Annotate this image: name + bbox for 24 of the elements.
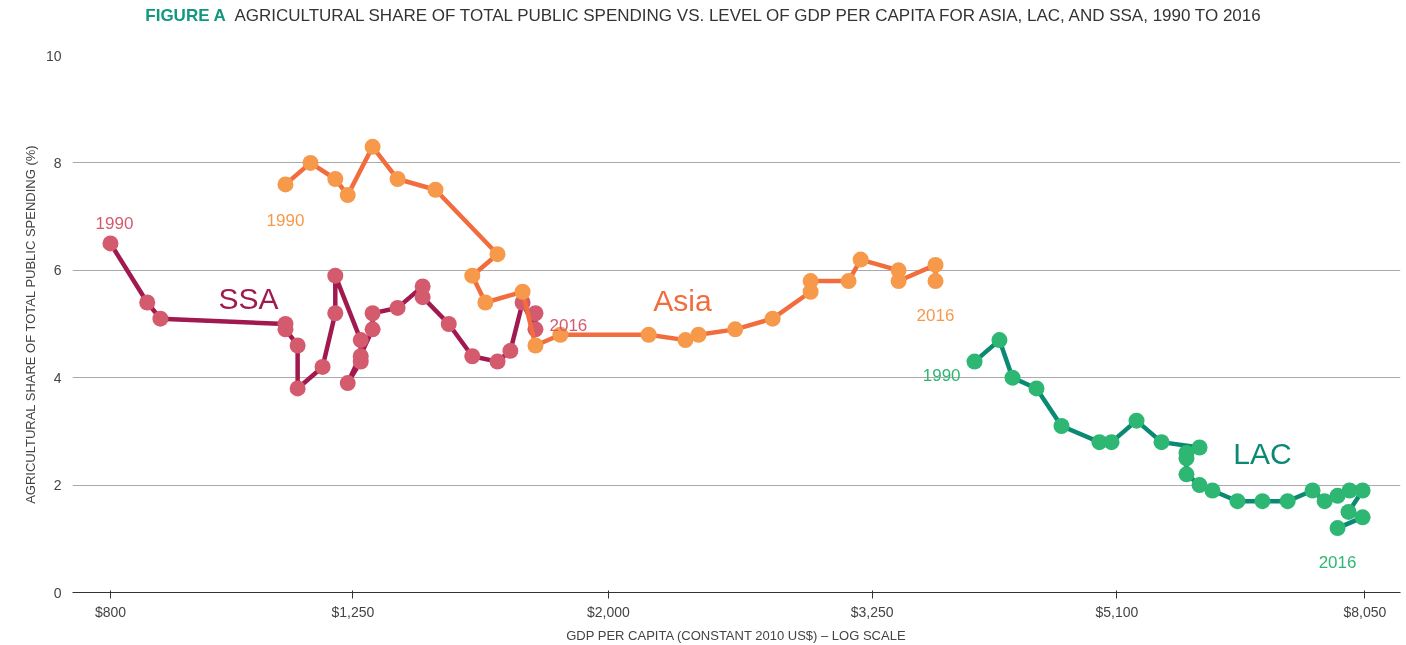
series-label: LAC: [1233, 436, 1292, 470]
annotation: 1990: [922, 365, 961, 385]
annotation: 2016: [1318, 553, 1357, 573]
x-tick-label: $8,050: [1343, 603, 1387, 620]
y-tick-label: 4: [53, 369, 62, 386]
x-axis-title: GDP PER CAPITA (CONSTANT 2010 US$) – LOG SCALE: [566, 627, 906, 643]
y-tick-label: 2: [53, 477, 62, 494]
y-tick-label: 0: [53, 584, 62, 601]
x-tick-label: $800: [94, 603, 127, 620]
x-tick-label: $5,100: [1095, 603, 1139, 620]
annotation: 2016: [916, 306, 955, 326]
x-tick-label: $2,000: [586, 603, 630, 620]
annotation: 1990: [95, 214, 134, 234]
y-axis-title: AGRICULTURAL SHARE OF TOTAL PUBLIC SPENDING (%): [22, 145, 38, 504]
chart-title: FIGURE A AGRICULTURAL SHARE OF TOTAL PUBLIC SPENDING VS. LEVEL OF GDP PER CAPITA FOR ASIA, LAC, AND SSA, 1990 TO 2016: [144, 5, 1262, 27]
y-tick-label: 6: [53, 262, 62, 279]
series-label: SSA: [218, 282, 279, 316]
annotation: 2016: [549, 316, 588, 336]
y-tick-label: 10: [45, 47, 62, 64]
x-tick-label: $3,250: [850, 603, 894, 620]
series-label: Asia: [653, 283, 712, 317]
y-tick-label: 8: [53, 154, 62, 171]
x-tick-label: $1,250: [331, 603, 375, 620]
annotation: 1990: [266, 211, 305, 231]
